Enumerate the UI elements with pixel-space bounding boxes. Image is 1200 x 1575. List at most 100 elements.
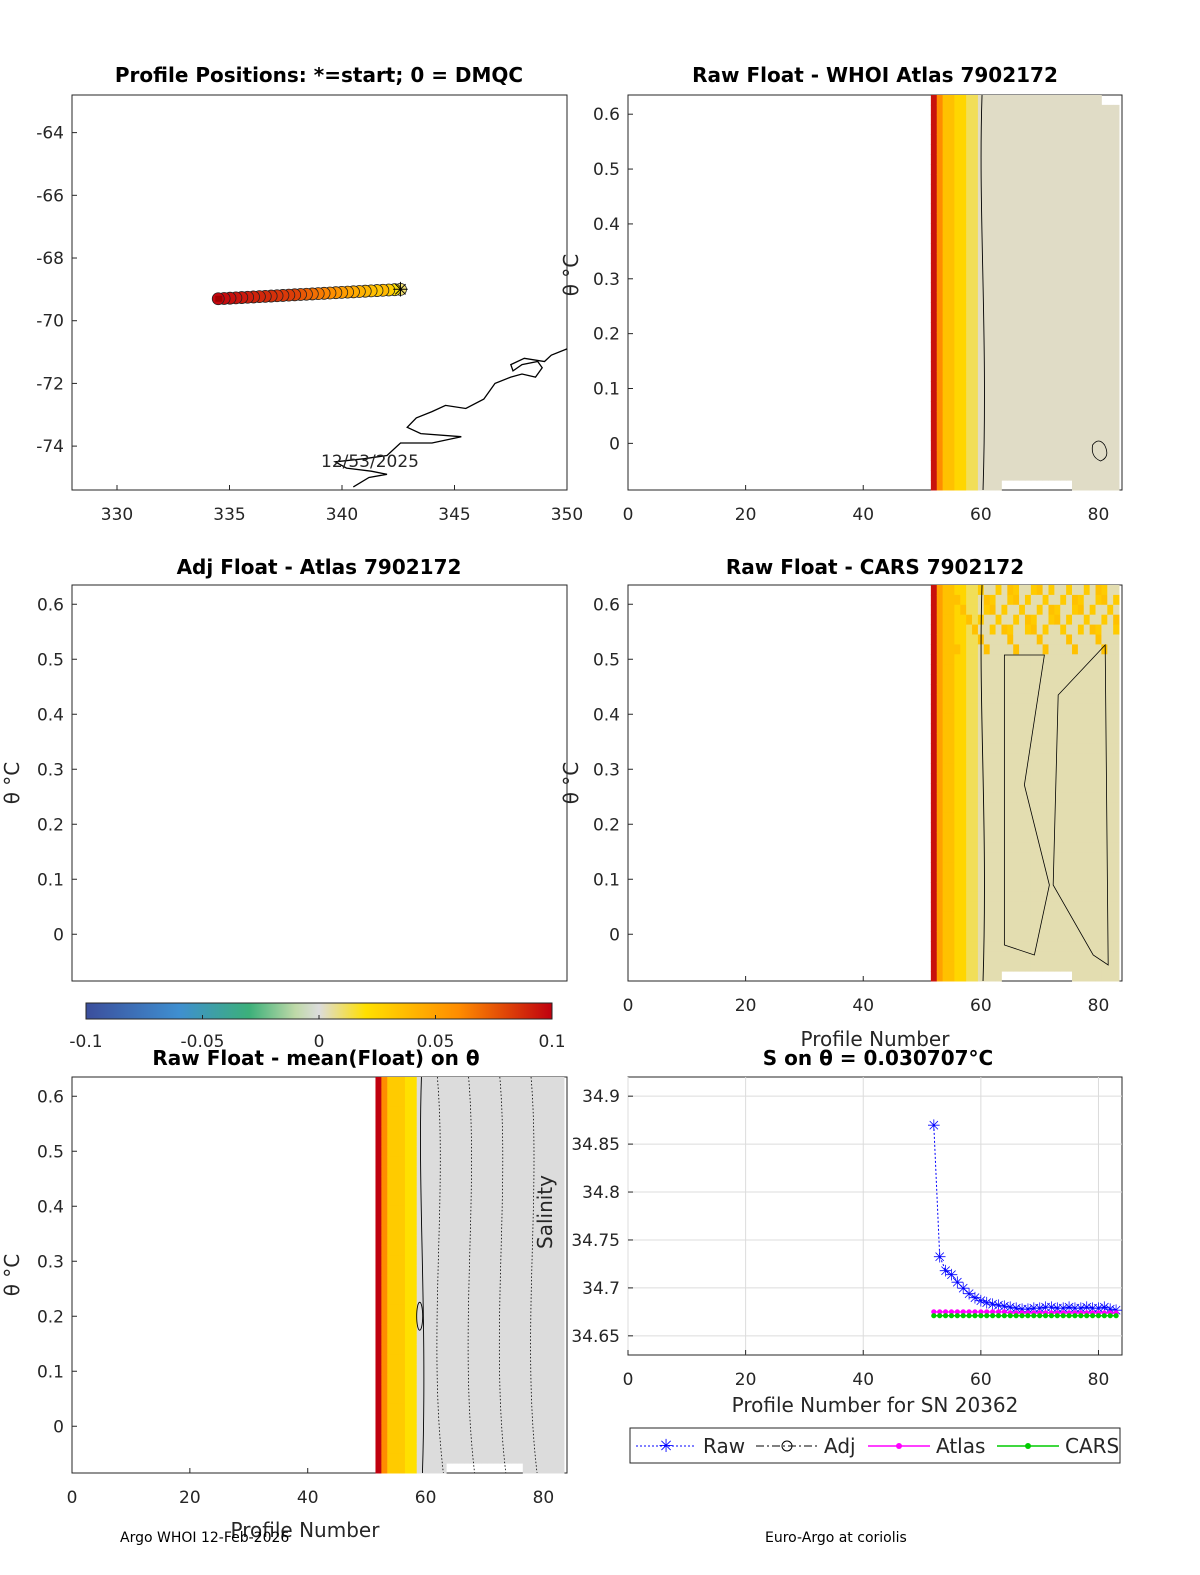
whoi-cell <box>1072 470 1079 481</box>
cars-cell <box>1072 951 1079 962</box>
whoi-cell <box>954 381 961 392</box>
cars-cell <box>1101 763 1108 774</box>
whoi-cell <box>1095 282 1102 293</box>
cars-cell <box>1089 723 1096 734</box>
whoi-cell <box>942 95 949 106</box>
whoi-cell <box>1072 144 1079 155</box>
whoi-cell <box>983 154 991 165</box>
whoi-cell <box>1007 114 1014 126</box>
whoi-cell <box>1054 203 1061 214</box>
cars-cell <box>1101 921 1108 932</box>
cars-cell <box>1101 693 1108 705</box>
cars-cell <box>1048 674 1055 685</box>
whoi-cell <box>1089 292 1096 303</box>
whoi-cell <box>1007 430 1014 442</box>
cars-cell <box>930 644 938 655</box>
whoi-cell <box>936 381 944 392</box>
whoi-cell <box>1077 312 1085 323</box>
whoi-cell <box>1077 450 1085 461</box>
cars-cell <box>1013 773 1020 784</box>
cars-cell <box>1107 624 1114 635</box>
mean-cell <box>410 1156 418 1167</box>
whoi-cell <box>1089 243 1096 254</box>
cars-cell <box>977 585 985 596</box>
cars-cell <box>983 624 991 635</box>
mean-cell <box>393 1195 400 1207</box>
whoi-cell <box>1030 253 1038 264</box>
whoi-cell <box>936 213 944 224</box>
mean-cell <box>540 1225 547 1236</box>
whoi-cell <box>942 183 949 195</box>
cars-cell <box>948 951 955 962</box>
mean-cell <box>393 1176 400 1187</box>
cars-cell <box>942 783 949 794</box>
cars-cell <box>1060 753 1067 764</box>
mean-cell <box>540 1374 547 1385</box>
mean-cell <box>493 1225 500 1236</box>
whoi-cell <box>1013 262 1020 274</box>
whoi-cell <box>1095 174 1102 185</box>
mean-cell <box>528 1284 535 1296</box>
mean-cell <box>516 1116 524 1127</box>
mean-cell <box>452 1265 459 1276</box>
cars-cell <box>948 773 955 784</box>
whoi-cell <box>1054 223 1061 234</box>
mean-cell <box>528 1195 535 1207</box>
cars-cell <box>983 921 991 932</box>
whoi-cell <box>1089 124 1096 135</box>
whoi-cell <box>1030 430 1038 442</box>
cars-cell <box>1019 961 1026 972</box>
whoi-ytick-label: 0.1 <box>593 380 620 400</box>
cars-cell <box>1072 703 1079 715</box>
mean-cell <box>481 1393 488 1405</box>
mean-cell <box>463 1284 471 1296</box>
whoi-cell <box>983 440 991 451</box>
cars-cell <box>1013 693 1020 705</box>
cars-cell <box>1048 901 1055 913</box>
mean-cell <box>434 1334 441 1345</box>
cars-cell <box>1089 891 1096 903</box>
mean-cell <box>452 1077 459 1088</box>
cars-cell <box>966 921 973 932</box>
mean-cell <box>511 1374 518 1385</box>
mean-cell <box>487 1423 494 1434</box>
whoi-cell <box>954 144 961 155</box>
mean-cell <box>534 1126 541 1137</box>
mean-cell <box>422 1453 429 1464</box>
cars-cell <box>995 624 1002 635</box>
whoi-cell <box>1066 450 1073 461</box>
mean-cell <box>463 1116 471 1127</box>
mean-cell <box>481 1294 488 1306</box>
whoi-cell <box>1019 183 1026 195</box>
mean-cell <box>499 1393 506 1405</box>
mean-cell <box>475 1284 482 1296</box>
mean-cell <box>428 1364 435 1375</box>
cars-cell <box>1077 891 1085 903</box>
cars-cell <box>1001 594 1008 606</box>
mean-cell <box>404 1185 412 1197</box>
mean-cell <box>516 1314 524 1325</box>
cars-cell <box>989 822 996 833</box>
mean-cell <box>516 1255 524 1266</box>
whoi-cell <box>1077 420 1085 432</box>
cars-cell <box>1007 832 1014 843</box>
mean-cell <box>505 1255 512 1266</box>
whoi-cell <box>1042 460 1049 471</box>
whoi-cell <box>948 420 955 432</box>
mean-ylabel: θ °C <box>0 1254 24 1297</box>
mean-cell <box>428 1374 435 1385</box>
cars-cell <box>989 842 996 853</box>
mean-cell <box>452 1225 459 1236</box>
mean-cell <box>422 1146 429 1157</box>
mean-cell <box>410 1334 418 1345</box>
mean-cell <box>399 1383 406 1395</box>
whoi-cell <box>972 213 979 224</box>
whoi-cell <box>1077 361 1085 372</box>
mean-cell <box>546 1235 553 1246</box>
whoi-cell <box>966 183 973 195</box>
mean-cell <box>552 1275 559 1286</box>
mean-cell <box>463 1185 471 1197</box>
cars-point <box>995 1313 1002 1319</box>
cars-cell <box>1007 792 1014 804</box>
mean-cell <box>387 1146 394 1157</box>
